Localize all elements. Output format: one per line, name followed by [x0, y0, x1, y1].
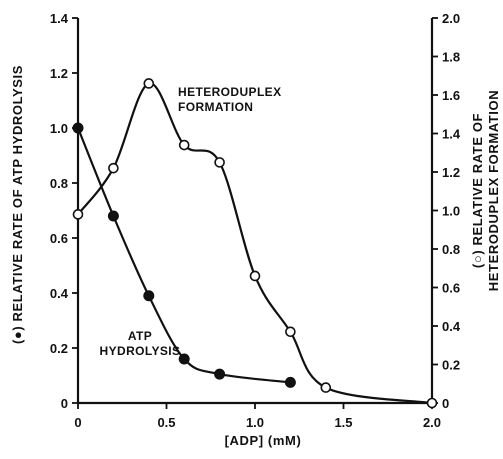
tick-labels: 0 0.5 1.0 1.5 2.000.20.40.60.81.01.21.400.20…	[50, 11, 461, 430]
y-left-tick-label: 1.4	[50, 11, 69, 26]
y-right-axis-title-line: HETERODUPLEX FORMATION	[486, 90, 501, 291]
y-right-tick-label: 1.2	[442, 165, 460, 180]
y-left-tick-label: 1.0	[50, 121, 68, 136]
series-annotation-line: HETERODUPLEX	[178, 85, 281, 99]
heteroduplex-formation-point	[320, 382, 332, 393]
heteroduplex-formation-point	[249, 270, 261, 282]
y-left-tick-label: 0.2	[50, 341, 68, 356]
y-right-tick-label: 1.8	[442, 50, 460, 65]
heteroduplex-formation-point	[72, 209, 84, 220]
heteroduplex-formation-point	[108, 162, 119, 174]
atp-hydrolysis-point	[284, 376, 296, 388]
y-left-tick-label: 0.8	[50, 176, 68, 191]
y-right-tick-label: 0.2	[442, 358, 460, 373]
atp-hydrolysis-point	[143, 290, 155, 302]
y-right-axis-title: (○) RELATIVE RATE OFHETERODUPLEX FORMATI…	[470, 90, 501, 291]
atp-hydrolysis-point	[107, 210, 119, 222]
x-axis-title: [ADP] (mM)	[225, 433, 302, 448]
y-right-tick-label: 1.6	[442, 88, 460, 103]
atp-hydrolysis-point	[214, 368, 226, 380]
heteroduplex-formation-curve	[77, 82, 433, 405]
points	[72, 78, 438, 409]
heteroduplex-formation-point	[143, 78, 155, 89]
series-annotation-line: HYDROLYSIS	[100, 344, 181, 358]
y-right-tick-label: 0.4	[442, 319, 461, 334]
annotations: HETERODUPLEX FORMATION ATP HYDROLYSIS	[100, 85, 282, 358]
series-annotation-line: FORMATION	[178, 100, 253, 114]
y-left-axis-title: (●) RELATIVE RATE OF ATP HYDROLYSIS	[10, 65, 25, 344]
y-right-axis-title-line: (○) RELATIVE RATE OF	[470, 113, 485, 268]
heteroduplex-formation-point	[426, 397, 438, 409]
y-right-tick-label: 0.6	[442, 281, 460, 296]
series-annotation-line: ATP	[128, 329, 152, 343]
y-right-tick-label: 0.8	[442, 242, 460, 257]
y-left-tick-label: 0.6	[50, 231, 68, 246]
y-right-tick-label: 1.0	[442, 204, 460, 219]
x-tick-label: 1.5	[334, 415, 352, 430]
heteroduplex-formation-point	[214, 157, 225, 168]
y-right-tick-label: 1.4	[442, 127, 461, 142]
axis-titles: [ADP] (mM) (●) RELATIVE RATE OF ATP HYDRO…	[10, 65, 501, 448]
atp-hydrolysis-point	[178, 353, 190, 365]
x-tick-label: 0	[74, 415, 81, 430]
series-annotation: ATP HYDROLYSIS	[100, 329, 181, 358]
heteroduplex-formation-point	[178, 139, 190, 151]
x-tick-label: 1.0	[246, 415, 264, 430]
x-tick-label: 2.0	[423, 415, 441, 430]
y-right-tick-label: 0	[442, 396, 449, 411]
series-annotation: HETERODUPLEX FORMATION	[178, 85, 281, 114]
y-right-tick-label: 2.0	[442, 11, 460, 26]
atp-hydrolysis-point	[72, 122, 84, 134]
y-left-tick-label: 1.2	[50, 66, 68, 81]
x-tick-label: 0.5	[157, 415, 175, 430]
y-left-tick-label: 0.4	[50, 286, 69, 301]
y-left-tick-label: 0	[61, 396, 68, 411]
heteroduplex-formation-point	[285, 326, 296, 338]
